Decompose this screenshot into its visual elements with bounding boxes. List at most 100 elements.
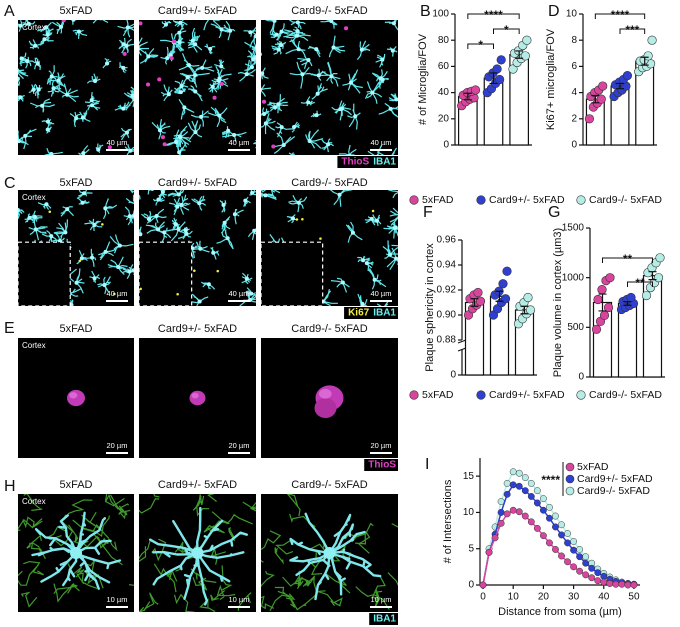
panel-letter: G <box>548 204 560 221</box>
data-point <box>599 310 610 321</box>
scale-bar-label: 10 µm <box>371 595 392 604</box>
data-point <box>641 290 652 301</box>
data-point <box>588 564 596 572</box>
x-tick-label: 50 <box>628 592 640 603</box>
y-axis-label: # of Intersections <box>442 479 454 563</box>
error-bar <box>495 290 504 302</box>
micrograph-texture <box>18 494 134 608</box>
error-bar <box>598 293 607 312</box>
micrograph-texture <box>189 390 206 406</box>
microglia-soma <box>261 20 398 155</box>
significance-bracket <box>467 43 494 49</box>
data-point <box>582 553 590 561</box>
scale-bar-label: 40 µm <box>107 138 128 147</box>
data-point <box>588 574 596 582</box>
y-tick-label: 0 <box>443 140 449 151</box>
micrograph-texture <box>139 494 256 612</box>
panel-letter: C <box>4 175 16 192</box>
legend-marker <box>476 195 486 205</box>
data-point <box>533 487 541 495</box>
data-point <box>491 534 499 542</box>
y-tick-label: 0 <box>450 370 456 381</box>
y-tick-label: 80 <box>438 35 450 46</box>
scale-bar-label: 40 µm <box>371 138 392 147</box>
data-point <box>576 553 584 561</box>
legend-label: Card9-/- 5xFAD <box>577 485 650 497</box>
significance-label: **** <box>611 8 630 22</box>
data-point <box>515 508 523 516</box>
scale-bar-label: 10 µm <box>107 595 128 604</box>
data-point <box>598 81 608 91</box>
image-title: Card9+/- 5xFAD <box>158 5 237 17</box>
data-point <box>605 273 615 283</box>
data-point <box>622 70 633 81</box>
data-point <box>539 506 547 514</box>
y-axis-label: # of Microglia/FOV <box>417 33 429 125</box>
micrograph-texture <box>261 20 398 155</box>
data-point <box>596 94 606 104</box>
micrograph-texture <box>67 389 85 407</box>
significance-bracket <box>627 281 653 287</box>
micrograph-texture <box>139 20 256 155</box>
y-tick-label: 8 <box>571 35 577 46</box>
region-label: Cortex <box>22 23 46 32</box>
legend-label: 5xFAD <box>422 389 454 401</box>
data-point <box>521 474 529 482</box>
data-point <box>521 512 529 520</box>
data-point <box>497 519 505 527</box>
plaque-highlight <box>69 392 78 399</box>
micrograph <box>139 20 256 155</box>
legend-marker <box>565 486 575 496</box>
data-point <box>647 35 657 45</box>
data-point <box>509 506 517 514</box>
scale-bar-label: 40 µm <box>107 289 128 298</box>
data-point <box>533 499 541 507</box>
stain-label-bg <box>344 307 398 319</box>
data-point <box>523 292 533 303</box>
data-point <box>626 292 636 303</box>
data-point <box>545 503 553 511</box>
y-tick-label: 0.96 <box>437 235 457 246</box>
data-point <box>582 559 590 567</box>
data-point <box>515 469 523 477</box>
image-title: Card9+/- 5xFAD <box>158 323 237 335</box>
puncta <box>61 20 127 150</box>
panel-letter: E <box>4 320 15 337</box>
y-tick-label: 0 <box>578 372 584 383</box>
data-point <box>502 266 512 276</box>
microglia-soma <box>18 20 134 155</box>
error-bar <box>623 301 632 306</box>
y-tick-label: 40 <box>438 87 450 98</box>
data-point <box>470 85 481 95</box>
microglia-soma <box>70 547 82 559</box>
axis-break <box>457 339 467 352</box>
data-point <box>594 569 602 577</box>
scale-bar-label: 20 µm <box>229 441 250 450</box>
data-point <box>576 567 584 575</box>
scale-bar-label: 40 µm <box>229 138 250 147</box>
inset <box>261 241 324 306</box>
image-title: Card9-/- 5xFAD <box>291 323 367 335</box>
microglia-soma <box>139 20 256 155</box>
data-point <box>515 482 523 490</box>
y-tick-label: 0.94 <box>437 260 457 271</box>
image-title: 5xFAD <box>59 5 92 17</box>
region-label: Cortex <box>22 341 46 350</box>
data-point <box>503 479 511 487</box>
puncta <box>295 209 375 240</box>
error-bar <box>640 56 649 66</box>
error-bar <box>515 50 524 59</box>
y-tick-label: 5 <box>468 543 474 554</box>
data-point <box>527 479 535 487</box>
micrograph-texture <box>139 190 256 306</box>
data-point <box>479 581 487 589</box>
scale-bar-label: 10 µm <box>229 595 250 604</box>
x-tick-label: 0 <box>480 592 486 603</box>
data-point <box>570 546 578 554</box>
image-title: Card9-/- 5xFAD <box>291 5 367 17</box>
data-point <box>606 580 614 587</box>
image-title: Card9+/- 5xFAD <box>158 479 237 491</box>
puncta <box>139 269 220 296</box>
data-point <box>564 558 571 566</box>
panel-letter: D <box>548 3 560 20</box>
